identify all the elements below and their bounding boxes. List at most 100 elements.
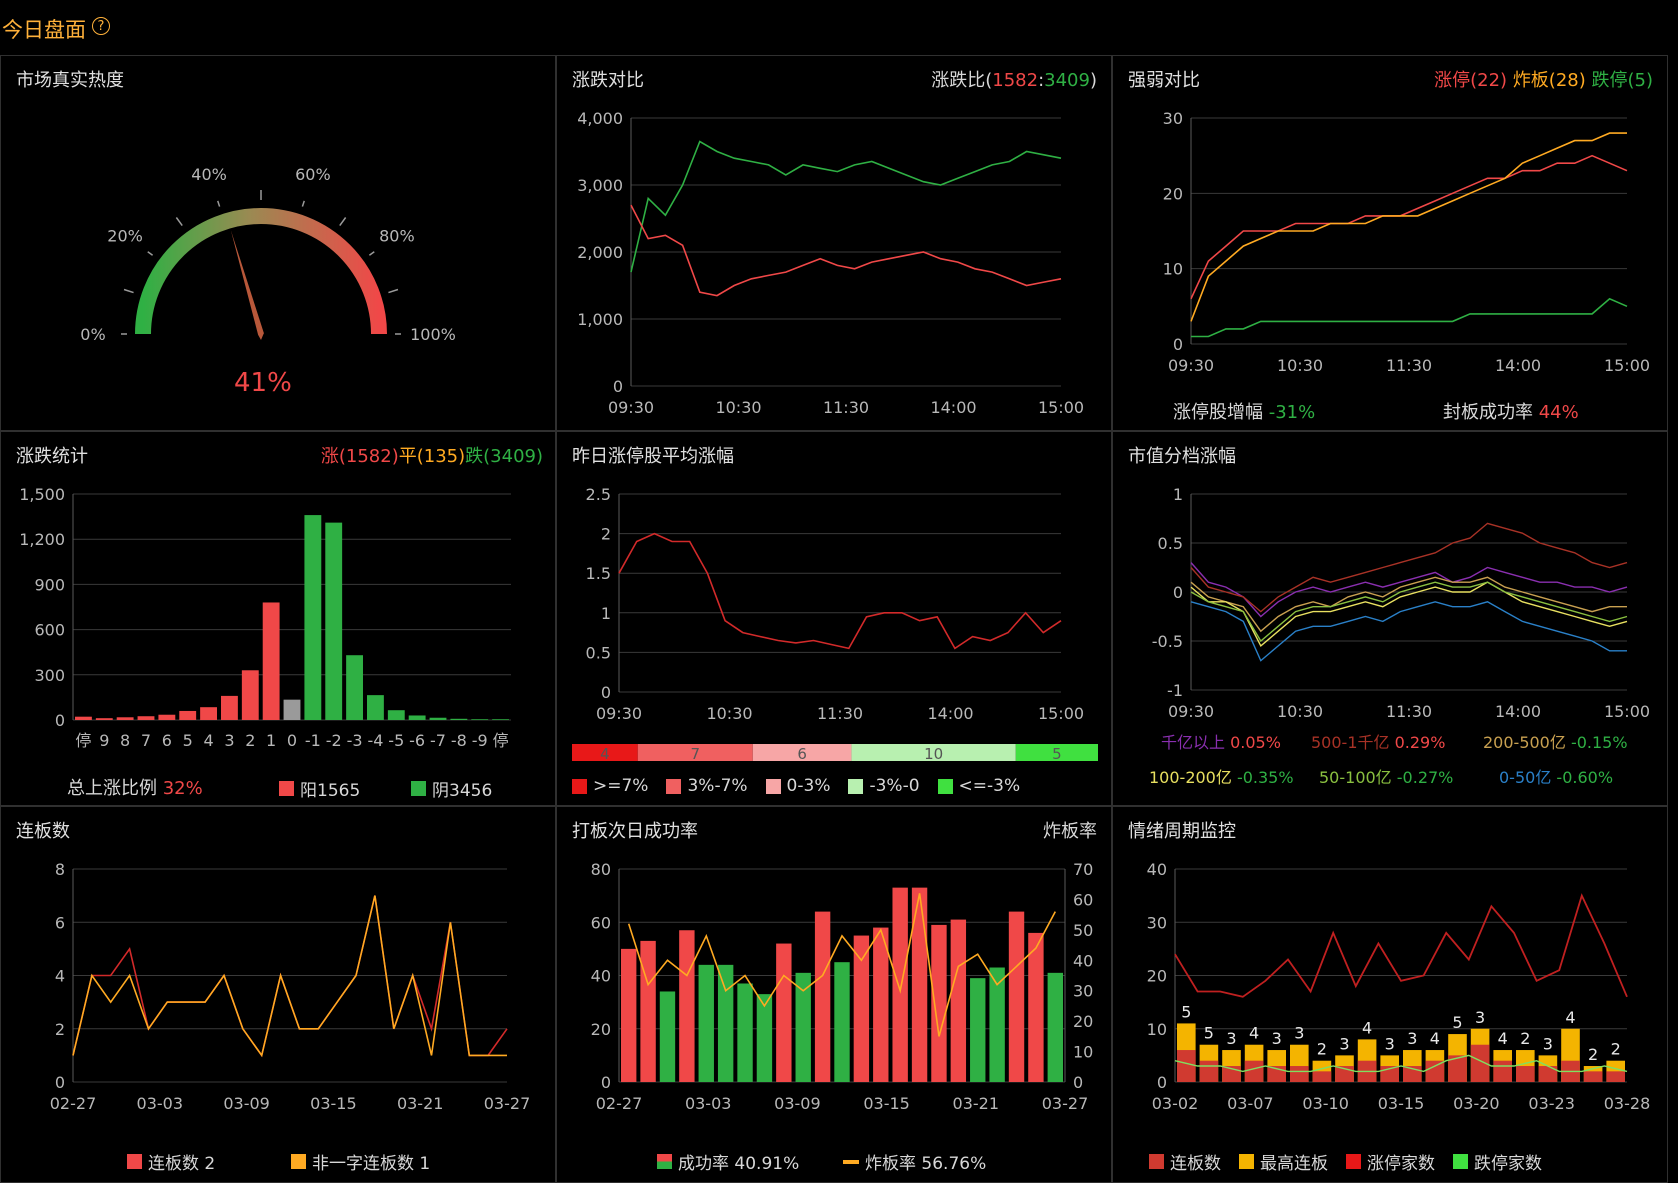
help-icon[interactable]: ? [92,17,110,35]
dist-legend-label: <=-3% [958,776,1021,796]
x-tick-label: 09:30 [1168,356,1214,375]
dist-swatch [937,778,953,794]
x-tick-label: -7 [430,731,446,750]
nextday-legend-label-2: 炸板率 56.76% [865,1154,987,1174]
cap-legend-value: -0.27% [1391,768,1454,787]
x-tick-label: 5 [183,731,193,750]
seal-label: 封板成功率 [1443,402,1533,423]
gauge-tick-label: 40% [191,165,227,184]
dist-legend: >=7% 3%-7% 0-3% -3%-0 <=-3% [572,776,1020,796]
bar [659,991,676,1082]
dist-legend-item: 3%-7% [666,776,748,796]
y-tick-label: 0 [1173,335,1183,354]
bar [200,707,217,720]
bar-label: 4 [1430,1029,1440,1048]
panel-title: 市值分档涨幅 [1128,446,1236,467]
x-tick-label: 03-15 [310,1094,357,1113]
limit-down-line [1174,1054,1628,1073]
cap-legend-value: 0.05% [1225,733,1281,752]
bar [367,695,384,720]
bar [95,718,113,720]
updown-ratio: 涨跌比(1582:3409) [931,66,1097,92]
panel-title: 市场真实热度 [16,70,124,91]
cap-legend-item: 千亿以上 0.05% [1161,729,1281,753]
bar [717,964,734,1082]
cap-legend-item: 500-1千亿 0.29% [1311,729,1445,753]
y2-tick-label: 60 [1073,890,1093,909]
x-tick-label: 03-09 [774,1094,821,1113]
cap-legend-name: 0-50亿 [1499,768,1552,787]
updown-line-chart: 0 1,000 2,000 3,000 4,000 09:30 10:30 11:30 14:0… [577,109,1084,417]
x-tick-label: 09:30 [596,704,642,723]
x-tick-label: 03-27 [1042,1094,1089,1113]
bar [471,719,489,720]
y-tick-label: 0.5 [586,643,611,662]
x-tick-label: 2 [245,731,255,750]
bar-label: 3 [1339,1034,1349,1053]
bar [931,924,947,1082]
bar-low [1244,1060,1264,1082]
cap-series-0 [1190,562,1628,618]
panel-yesterday-limitup: 0 0.5 1 1.5 2 2.5 09:30 10:30 11:30 14:00 15:00 4 7 6… [556,431,1112,806]
cap-legend-item: 200-500亿 -0.15% [1483,729,1628,753]
bar [75,716,92,720]
bar [853,935,870,1082]
bar [621,948,637,1082]
y-tick-label: 30 [1163,109,1183,128]
y-tick-label: 1.5 [586,564,611,583]
x-tick-label: 03-15 [1378,1094,1425,1113]
bar [814,911,831,1082]
y2-tick-label: 10 [1073,1043,1093,1062]
y-tick-label: 2,000 [577,243,623,262]
bar-label: 2 [1611,1040,1621,1059]
x-tick-label: 9 [99,731,109,750]
limit-up-count: 涨停(22) [1434,70,1508,91]
x-tick-label: -8 [451,731,467,750]
gauge-tick [368,251,375,256]
heat-value: 41% [234,368,292,398]
dist-legend-label: -3%-0 [869,776,920,796]
x-tick-label: 4 [203,731,213,750]
bar-low [1177,1050,1196,1082]
stats-up: 涨(1582) [320,446,399,467]
page-title: 今日盘面 [2,18,86,42]
x-tick-label: 03-23 [1528,1094,1575,1113]
bar [756,994,773,1082]
bar [679,930,695,1082]
gauge-tick [217,200,221,207]
broken-count: 炸板(28) [1512,70,1586,91]
bar-label: 4 [1565,1008,1575,1027]
gauge-tick-label: 100% [410,325,456,344]
x-tick-label: 15:00 [1038,704,1084,723]
bar [492,719,509,720]
bar [262,602,280,720]
gauge-tick-label: 20% [107,226,143,245]
bar [892,887,908,1082]
yesterday-series [618,532,1062,650]
bar-low [1538,1066,1558,1082]
y-tick-label: 60 [591,913,611,932]
bar-label: 2 [1520,1029,1530,1048]
x-tick-label: -1 [305,731,321,750]
bar-label: 5 [1181,1002,1191,1021]
x-tick-label: 02-27 [50,1094,97,1113]
bar [950,919,967,1082]
bar-label: 3 [1272,1029,1282,1048]
y2-tick-label: 20 [1073,1012,1093,1031]
bar-label: 5 [1204,1024,1214,1043]
ratio-down: 3409 [1044,70,1090,91]
bar [158,714,176,720]
y2-tick-label: 70 [1073,860,1093,879]
x-tick-label: 14:00 [1495,702,1541,721]
panel-cap-tiers: -1 -0.5 0 0.5 1 09:30 10:30 11:30 14:00 15:00 市值分… [1112,431,1668,806]
dist-legend-label: >=7% [593,776,649,796]
bar-low [1312,1071,1332,1082]
yin-label: 阴3456 [432,781,493,801]
y-tick-label: 4,000 [577,109,623,128]
x-tick-label: 03-27 [484,1094,531,1113]
bar [179,710,197,720]
cap-series-1 [1190,522,1628,613]
nextday-legend-label-1: 成功率 40.91% [678,1154,800,1174]
gauge-arc [135,208,387,335]
